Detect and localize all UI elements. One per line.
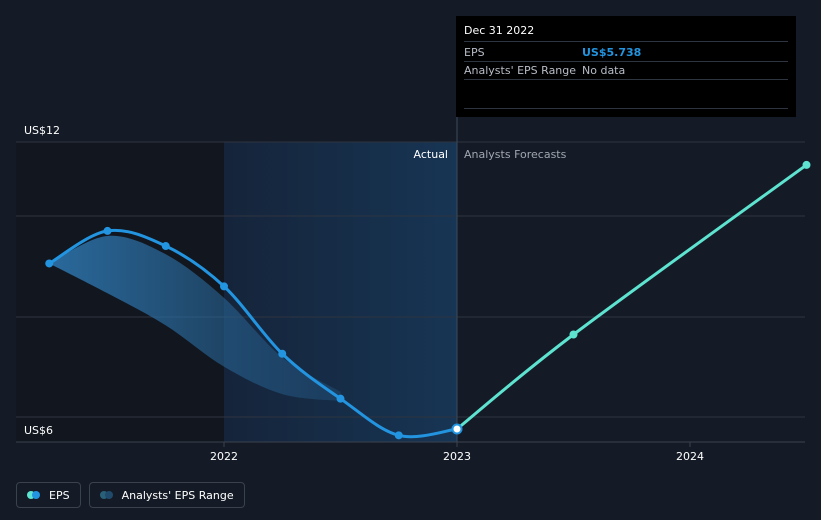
tooltip-range-value: No data: [582, 64, 626, 77]
x-tick-label-2023: 2023: [443, 450, 471, 463]
tooltip-date: Dec 31 2022: [464, 24, 788, 42]
y-tick-label-bottom: US$6: [24, 424, 53, 437]
x-tick-label-2022: 2022: [210, 450, 238, 463]
eps-actual-point: [45, 259, 54, 268]
forecast-section-label: Analysts Forecasts: [464, 148, 567, 161]
eps-legend-icon: [27, 491, 41, 499]
eps-actual-point: [336, 394, 345, 403]
actual-section-label: Actual: [414, 148, 448, 161]
tooltip-divider: [464, 108, 788, 109]
eps-forecast-line: [455, 163, 808, 431]
eps-actual-point: [278, 349, 287, 358]
legend-eps-label: EPS: [49, 488, 70, 502]
eps-forecast-point: [569, 330, 578, 339]
range-legend-icon: [99, 491, 114, 499]
eps-actual-point: [220, 282, 228, 291]
tooltip: Dec 31 2022 EPS US$5.738 Analysts' EPS R…: [456, 16, 796, 117]
y-tick-label-top: US$12: [24, 124, 60, 137]
eps-forecast-point: [802, 160, 811, 169]
tooltip-eps-value: US$5.738: [582, 46, 642, 59]
legend-range-button[interactable]: Analysts' EPS Range: [88, 482, 245, 508]
eps-actual-point: [161, 242, 170, 251]
legend-eps-button[interactable]: EPS: [16, 482, 81, 508]
eps-range-area: [49, 235, 341, 401]
tooltip-range-row: Analysts' EPS Range No data: [464, 62, 788, 80]
tooltip-eps-row: EPS US$5.738: [464, 44, 788, 62]
tooltip-range-label: Analysts' EPS Range: [464, 64, 577, 77]
eps-actual-line: [47, 228, 459, 439]
tooltip-eps-label: EPS: [464, 46, 485, 59]
eps-actual-point: [103, 226, 112, 235]
eps-highlight-point: [451, 423, 463, 435]
legend-range-label: Analysts' EPS Range: [121, 488, 234, 502]
legend: EPS Analysts' EPS Range: [16, 482, 245, 508]
x-tick-label-2024: 2024: [676, 450, 704, 463]
eps-actual-point: [394, 431, 403, 440]
